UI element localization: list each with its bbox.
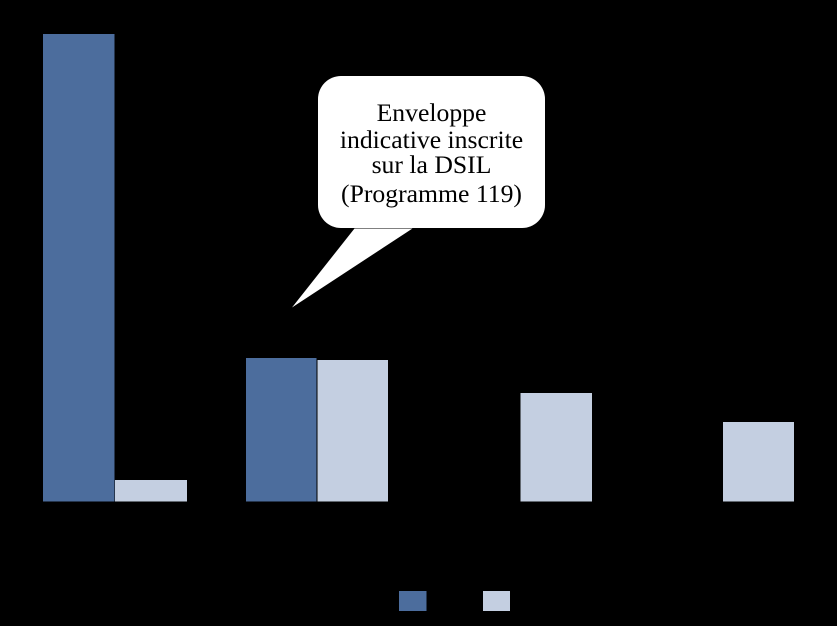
svg-text:sur la DSIL: sur la DSIL (372, 150, 492, 179)
svg-text:(Programme 119): (Programme 119) (341, 179, 522, 208)
svg-text:indicative inscrite: indicative inscrite (340, 125, 523, 154)
svg-text:Enveloppe: Enveloppe (377, 98, 487, 127)
